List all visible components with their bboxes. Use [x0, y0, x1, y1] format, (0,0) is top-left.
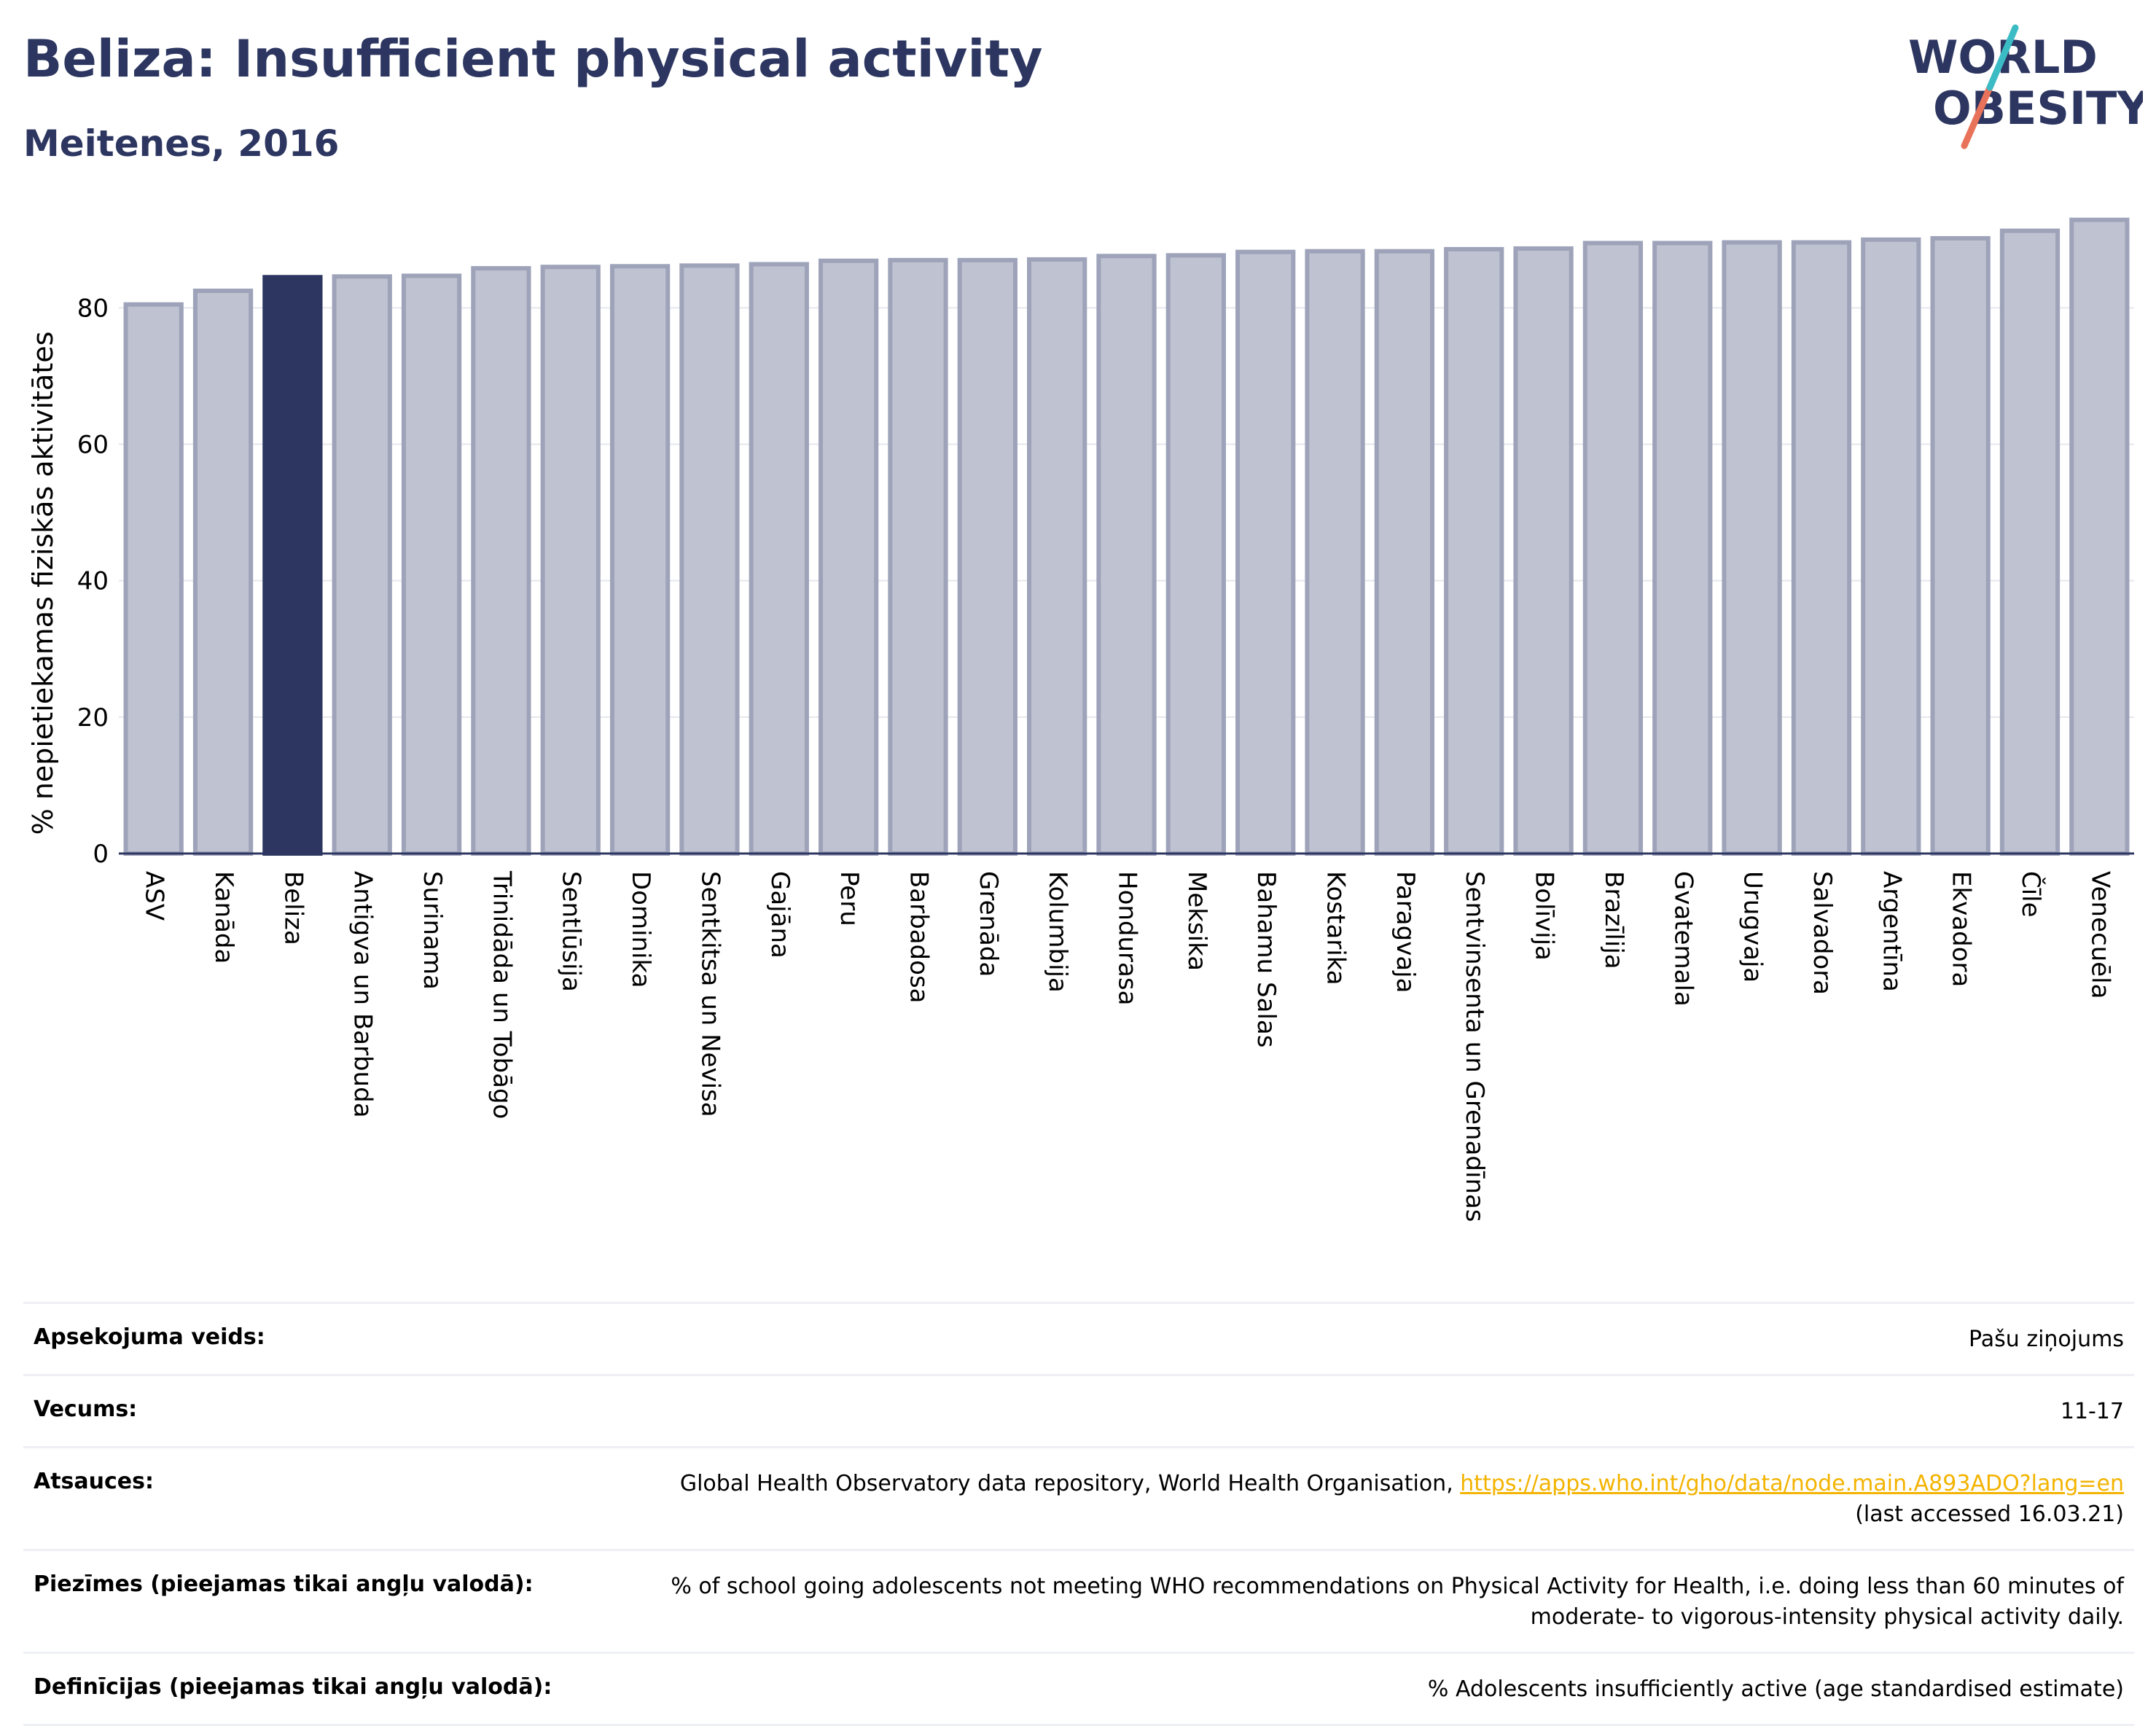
bars — [123, 217, 2130, 856]
bar — [1305, 249, 1365, 856]
info-value-text: % Adolescents insufficiently active (age… — [1427, 1676, 2124, 1702]
info-label: Definīcijas (pieejamas tikai angļu valod… — [34, 1674, 552, 1700]
source-link[interactable]: https://apps.who.int/gho/data/node.main.… — [1460, 1471, 2124, 1496]
bar — [540, 265, 601, 856]
info-table: Apsekojuma veids: Pašu ziņojums Vecums: 11-… — [23, 1302, 2134, 1726]
logo-slash-upper — [1986, 24, 2019, 91]
page-title: Beliza: Insufficient physical activity — [23, 29, 1043, 89]
world-obesity-logo: WORLD OBESITY — [1908, 24, 2143, 149]
bar — [1861, 237, 1921, 856]
bar — [679, 263, 740, 856]
bar — [123, 302, 184, 856]
bar — [1582, 241, 1644, 856]
bar — [818, 258, 879, 856]
bar — [1374, 249, 1435, 856]
info-row: Piezīmes (pieejamas tikai angļu valodā):… — [23, 1549, 2134, 1652]
bar-chart: 0 20 40 60 80 ASV Kanāda Beliza Antigva un Barb… — [27, 217, 2134, 1222]
info-value-text: Global Health Observatory data repositor… — [679, 1471, 1461, 1496]
bar — [1791, 240, 1852, 856]
x-tick-label: Gvatemala — [1668, 871, 1698, 1007]
bar — [1513, 246, 1574, 856]
info-label: Vecums: — [34, 1397, 138, 1422]
info-value: % of school going adolescents not meetin… — [671, 1571, 2124, 1633]
x-tick-label: Sentlūsija — [557, 871, 586, 992]
bar — [401, 273, 462, 856]
bar — [1096, 254, 1157, 856]
x-tick-label: Meksika — [1182, 871, 1211, 971]
bar — [957, 257, 1018, 856]
y-tick-labels: 0 20 40 60 80 — [77, 294, 109, 869]
bar — [1722, 240, 1782, 856]
x-tick-label: Trinidāda un Tobāgo — [487, 870, 516, 1119]
bar — [1165, 253, 1226, 856]
y-tick-label: 20 — [77, 703, 109, 733]
x-tick-label: Surinama — [418, 871, 447, 990]
bar — [1027, 257, 1087, 856]
x-tick-label: Sentkitsa un Nevisa — [695, 871, 724, 1117]
info-row: Vecums: 11-17 — [23, 1374, 2134, 1446]
x-tick-label: Bolīvija — [1530, 871, 1559, 961]
x-tick-label: Urugvaja — [1738, 871, 1768, 983]
bar — [332, 274, 392, 856]
bar — [888, 257, 948, 856]
info-value-text: % of school going adolescents not meetin… — [671, 1574, 2124, 1599]
bar — [1652, 241, 1713, 856]
y-tick-label: 80 — [77, 294, 109, 323]
logo-slash-lower — [1961, 84, 1993, 149]
bar — [192, 288, 254, 856]
y-tick-label: 0 — [93, 840, 109, 869]
info-value: Pašu ziņojums — [1969, 1324, 2124, 1355]
info-value-text-2: moderate- to vigorous-intensity physical… — [1530, 1604, 2124, 1630]
info-label: Piezīmes (pieejamas tikai angļu valodā): — [34, 1571, 534, 1597]
x-tick-label: ASV — [140, 871, 169, 921]
info-value: 11-17 — [2061, 1397, 2124, 1427]
x-tick-label: Bahamu Salas — [1251, 871, 1281, 1047]
info-value-text-2: (last accessed 16.03.21) — [1855, 1502, 2124, 1527]
info-value: % Adolescents insufficiently active (age… — [1428, 1674, 2124, 1705]
x-tick-label: Čīle — [2016, 871, 2046, 918]
info-label: Apsekojuma veids: — [34, 1324, 265, 1350]
info-value: Global Health Observatory data repositor… — [680, 1469, 2124, 1530]
x-tick-label: Kostarika — [1321, 871, 1351, 985]
info-row: Apsekojuma veids: Pašu ziņojums — [23, 1302, 2134, 1374]
page-subtitle: Meitenes, 2016 — [23, 122, 340, 165]
x-tick-label: Kolumbija — [1043, 871, 1072, 993]
x-tick-label: Gajāna — [765, 871, 794, 958]
bar — [1235, 249, 1296, 856]
x-tick-label: Beliza — [278, 871, 308, 945]
x-tick-label: Hondurasa — [1113, 871, 1142, 1005]
x-tick-label: Dominika — [626, 871, 655, 988]
logo-line2: OBESITY — [1933, 82, 2143, 135]
x-tick-label: Brazīlija — [1599, 871, 1628, 969]
y-axis-label: % nepietiekamas fiziskās aktivitātes — [27, 332, 59, 835]
x-tick-label: Peru — [835, 871, 864, 926]
bar — [1444, 246, 1504, 856]
x-tick-label: Argentīna — [1877, 871, 1906, 992]
y-tick-label: 40 — [77, 567, 109, 596]
bar — [1999, 228, 2061, 856]
info-value-text: Pašu ziņojums — [1969, 1327, 2124, 1352]
y-tick-label: 60 — [77, 431, 109, 460]
x-tick-label: Paragvaja — [1391, 871, 1420, 993]
bar — [1930, 235, 1991, 856]
info-row: Definīcijas (pieejamas tikai angļu valod… — [23, 1652, 2134, 1726]
x-tick-labels: ASV Kanāda Beliza Antigva un Barbuda Surinam… — [140, 870, 2115, 1222]
info-label: Atsauces: — [34, 1469, 154, 1494]
x-tick-label: Ekvadora — [1947, 871, 1976, 987]
x-tick-label: Kanāda — [209, 871, 238, 964]
info-row: Atsauces: Global Health Observatory data … — [23, 1446, 2134, 1549]
x-tick-label: Grenāda — [974, 871, 1003, 977]
bar — [749, 262, 809, 856]
x-tick-label: Salvadora — [1808, 871, 1837, 995]
bar — [262, 275, 323, 856]
x-tick-label: Sentvinsenta un Grenadīnas — [1460, 871, 1489, 1222]
x-tick-label: Venecuēla — [2085, 871, 2114, 999]
info-value-text: 11-17 — [2060, 1399, 2124, 1424]
bar — [2069, 217, 2130, 856]
bar — [609, 264, 671, 856]
x-tick-label: Antigva un Barbuda — [348, 871, 378, 1118]
bar — [471, 266, 531, 856]
x-tick-label: Barbadosa — [904, 871, 933, 1004]
